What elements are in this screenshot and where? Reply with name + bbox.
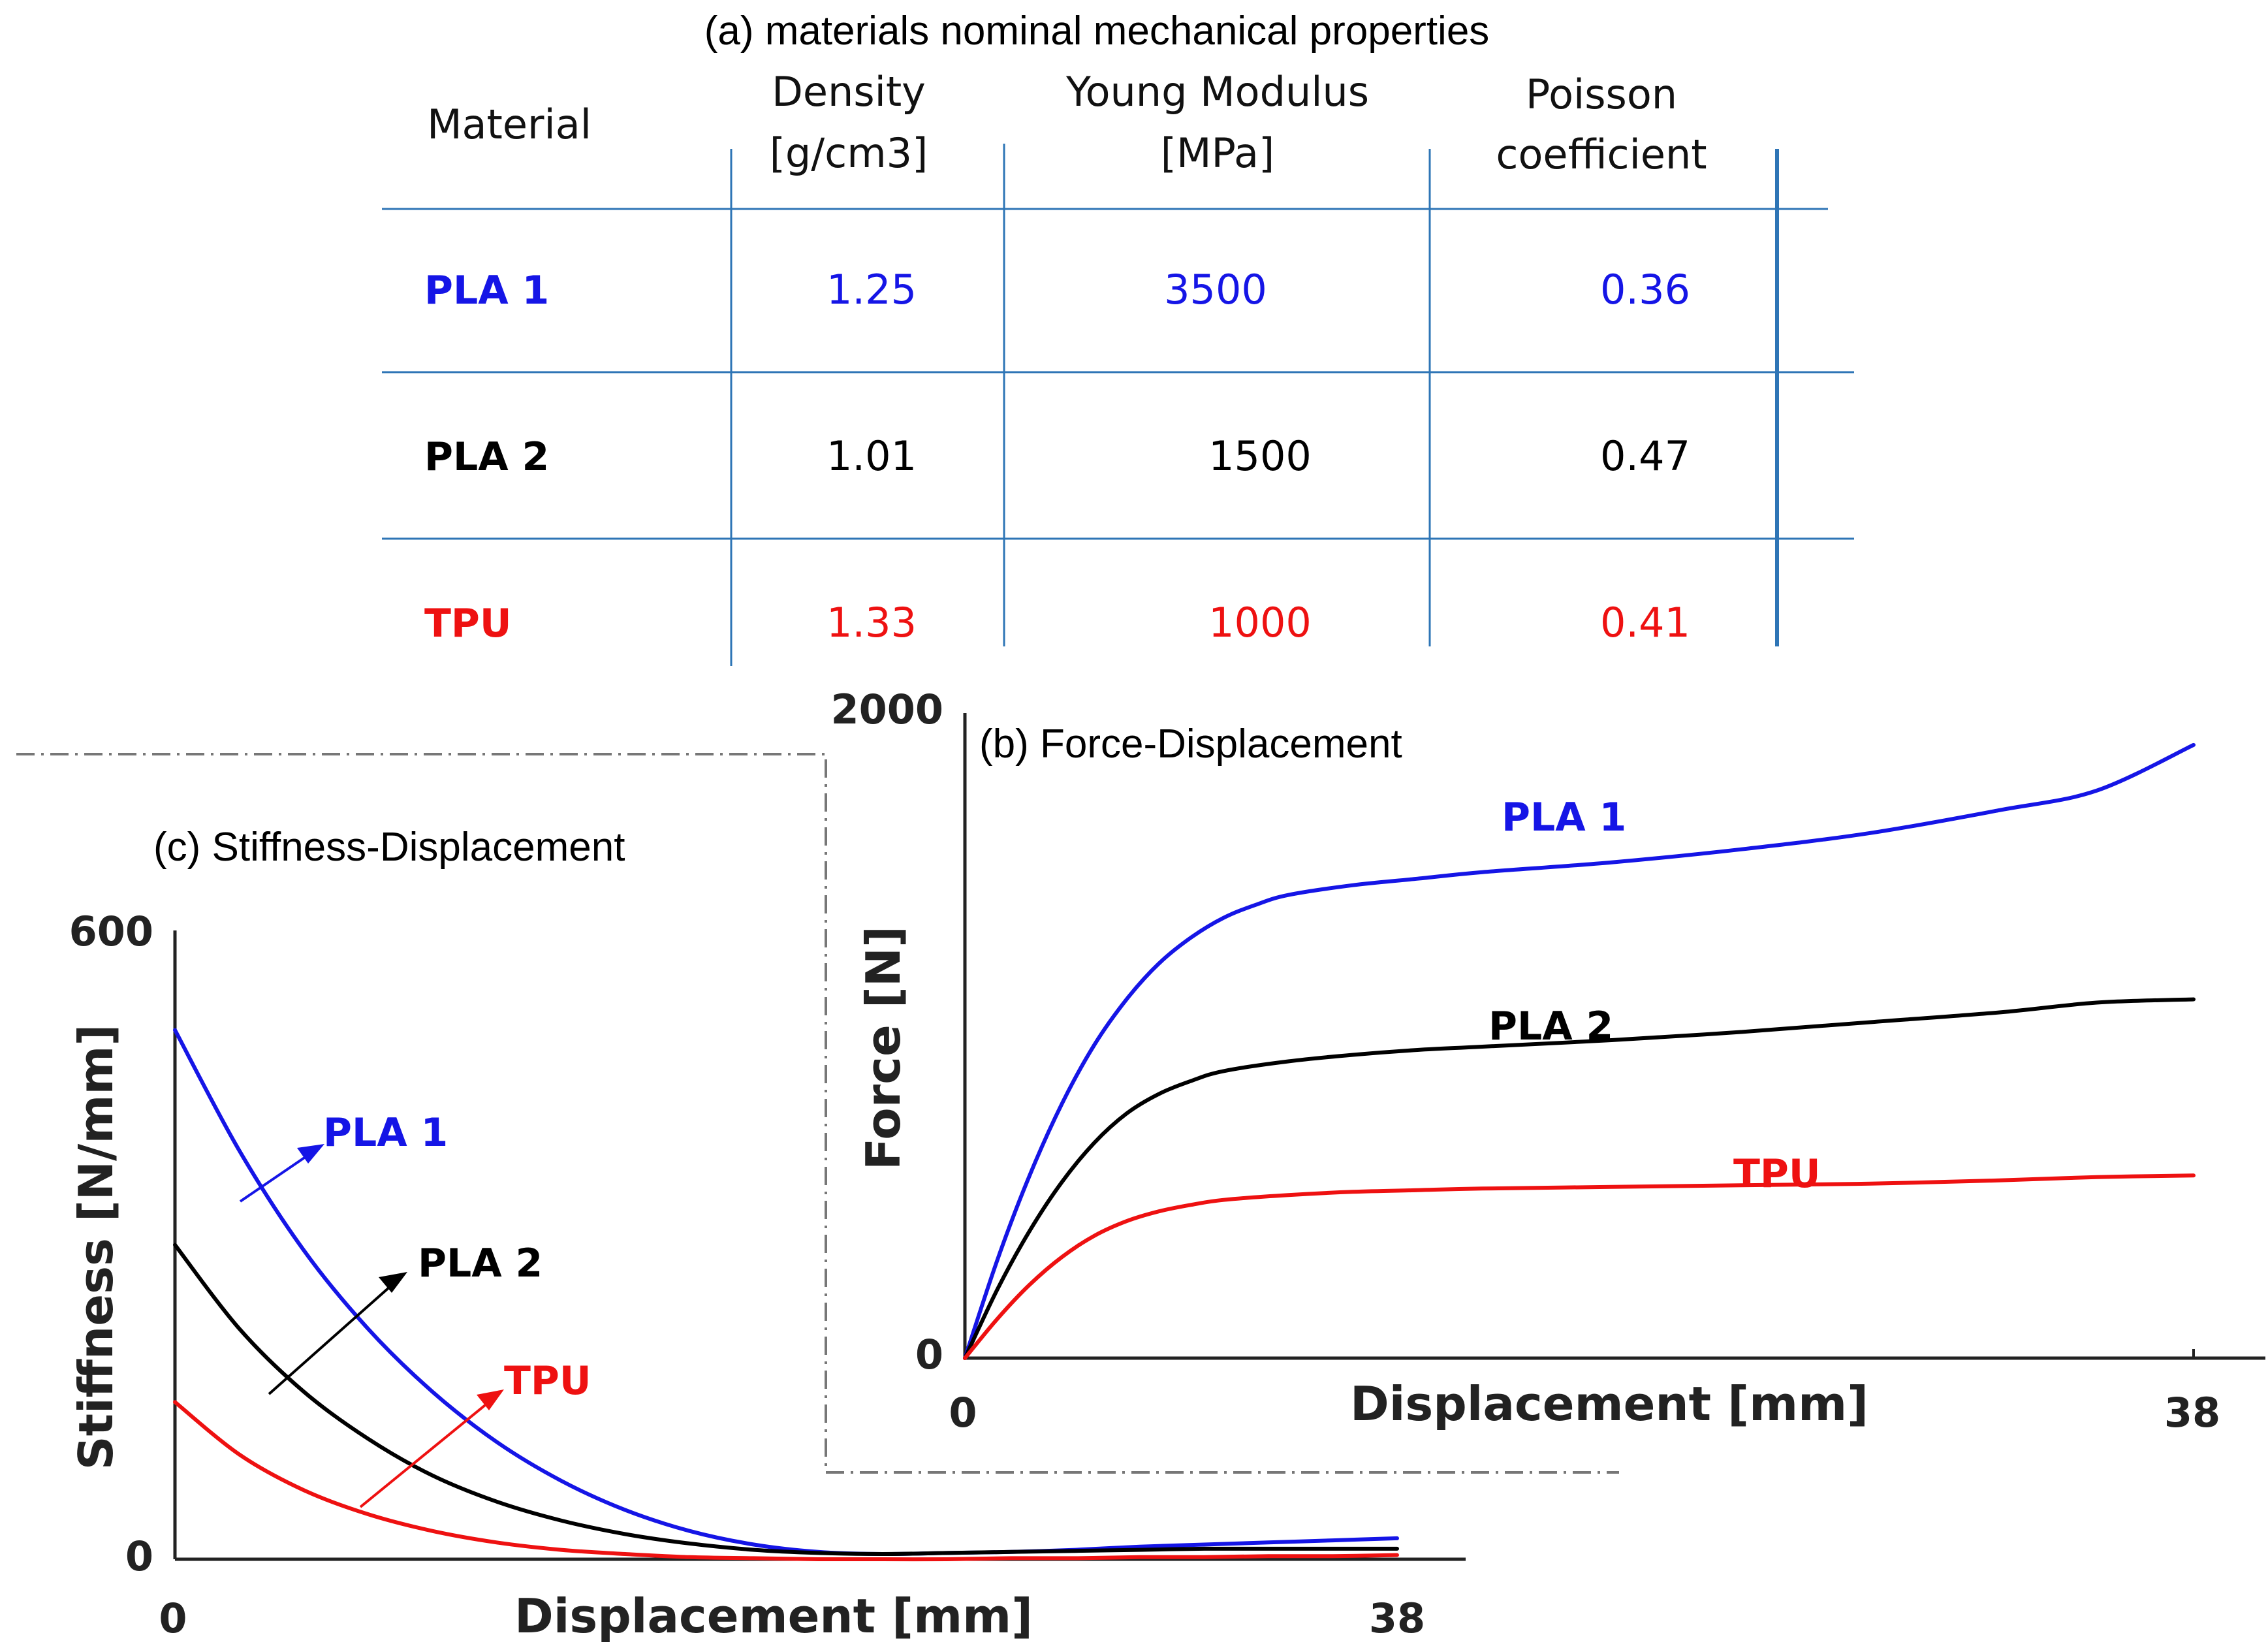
stiffness-displacement-chart: (c) Stiffness-Displacement 600 0 0 38 Di…: [69, 825, 1466, 1643]
header-density-unit: [g/cm3]: [770, 129, 928, 177]
chart-b-x-tick-min: 0: [949, 1389, 977, 1436]
arrow-pla1-line: [239, 1151, 313, 1203]
row-pla2-material: PLA 2: [424, 434, 549, 480]
chart-c-series-pla1: [173, 1028, 1399, 1557]
force-displacement-chart: (b) Force-Displacement 2000 0 0 38 Displ…: [16, 686, 2265, 1474]
row-tpu-material: TPU: [424, 601, 512, 646]
chart-c-arrows: [239, 1144, 504, 1508]
row-pla1-material: PLA 1: [424, 268, 549, 313]
chart-b-label-tpu: TPU: [1733, 1151, 1821, 1197]
row-pla1-poisson: 0.36: [1600, 266, 1690, 313]
chart-c-title: (c) Stiffness-Displacement: [153, 825, 625, 870]
chart-c-series: [173, 1028, 1399, 1562]
chart-b-series-pla2: [963, 997, 2196, 1360]
chart-c-label-tpu: TPU: [504, 1358, 591, 1404]
chart-c-series-tpu: [173, 1400, 1399, 1562]
header-young-modulus: Young Modulus: [1065, 68, 1369, 116]
chart-b-x-tick-max: 38: [2164, 1389, 2220, 1436]
materials-table: (a) materials nominal mechanical propert…: [382, 8, 1854, 666]
chart-c-series-pla2: [173, 1243, 1399, 1556]
row-pla1-density: 1.25: [827, 266, 917, 313]
arrow-tpu-head: [477, 1389, 504, 1410]
chart-c-y-label: Stiffness [N/mm]: [69, 1024, 123, 1470]
chart-b-label-pla1: PLA 1: [1502, 795, 1626, 840]
row-pla1-young: 3500: [1164, 266, 1267, 313]
chart-c-x-tick-min: 0: [159, 1594, 187, 1642]
table-grid: [382, 144, 1854, 666]
row-tpu-poisson: 0.41: [1600, 599, 1690, 646]
chart-b-y-label: Force [N]: [856, 926, 911, 1170]
arrow-tpu-line: [359, 1401, 490, 1508]
chart-c-x-label: Displacement [mm]: [514, 1589, 1033, 1643]
chart-c-label-pla2: PLA 2: [418, 1241, 543, 1286]
header-poisson: Poisson: [1526, 71, 1677, 118]
dashdot-frame: [16, 753, 1619, 1474]
chart-b-y-tick-min: 0: [915, 1331, 943, 1378]
header-young-modulus-unit: [MPa]: [1161, 129, 1274, 177]
chart-b-y-tick-max: 2000: [830, 686, 943, 733]
row-pla2-density: 1.01: [827, 432, 917, 480]
chart-b-label-pla2: PLA 2: [1488, 1004, 1613, 1049]
arrow-pla2-line: [268, 1285, 392, 1395]
header-density: Density: [772, 68, 926, 116]
header-material: Material: [427, 101, 591, 148]
table-title: (a) materials nominal mechanical propert…: [704, 8, 1490, 54]
chart-c-label-pla1: PLA 1: [323, 1110, 448, 1156]
arrow-pla2-head: [379, 1272, 407, 1293]
row-tpu-young: 1000: [1208, 599, 1312, 646]
chart-b-x-label: Displacement [mm]: [1350, 1376, 1868, 1431]
chart-b-series: [963, 742, 2196, 1360]
chart-b-title: (b) Force-Displacement: [979, 722, 1402, 767]
chart-b-series-tpu: [963, 1173, 2196, 1360]
arrow-pla1-head: [297, 1144, 324, 1164]
chart-c-y-tick-max: 600: [69, 908, 153, 955]
chart-c-y-tick-min: 0: [125, 1532, 153, 1580]
row-pla2-young: 1500: [1208, 432, 1312, 480]
row-tpu-density: 1.33: [827, 599, 917, 646]
chart-c-x-tick-max: 38: [1369, 1594, 1425, 1642]
row-pla2-poisson: 0.47: [1600, 432, 1690, 480]
header-poisson-unit: coefficient: [1496, 131, 1707, 178]
chart-b-series-pla1: [963, 742, 2196, 1360]
